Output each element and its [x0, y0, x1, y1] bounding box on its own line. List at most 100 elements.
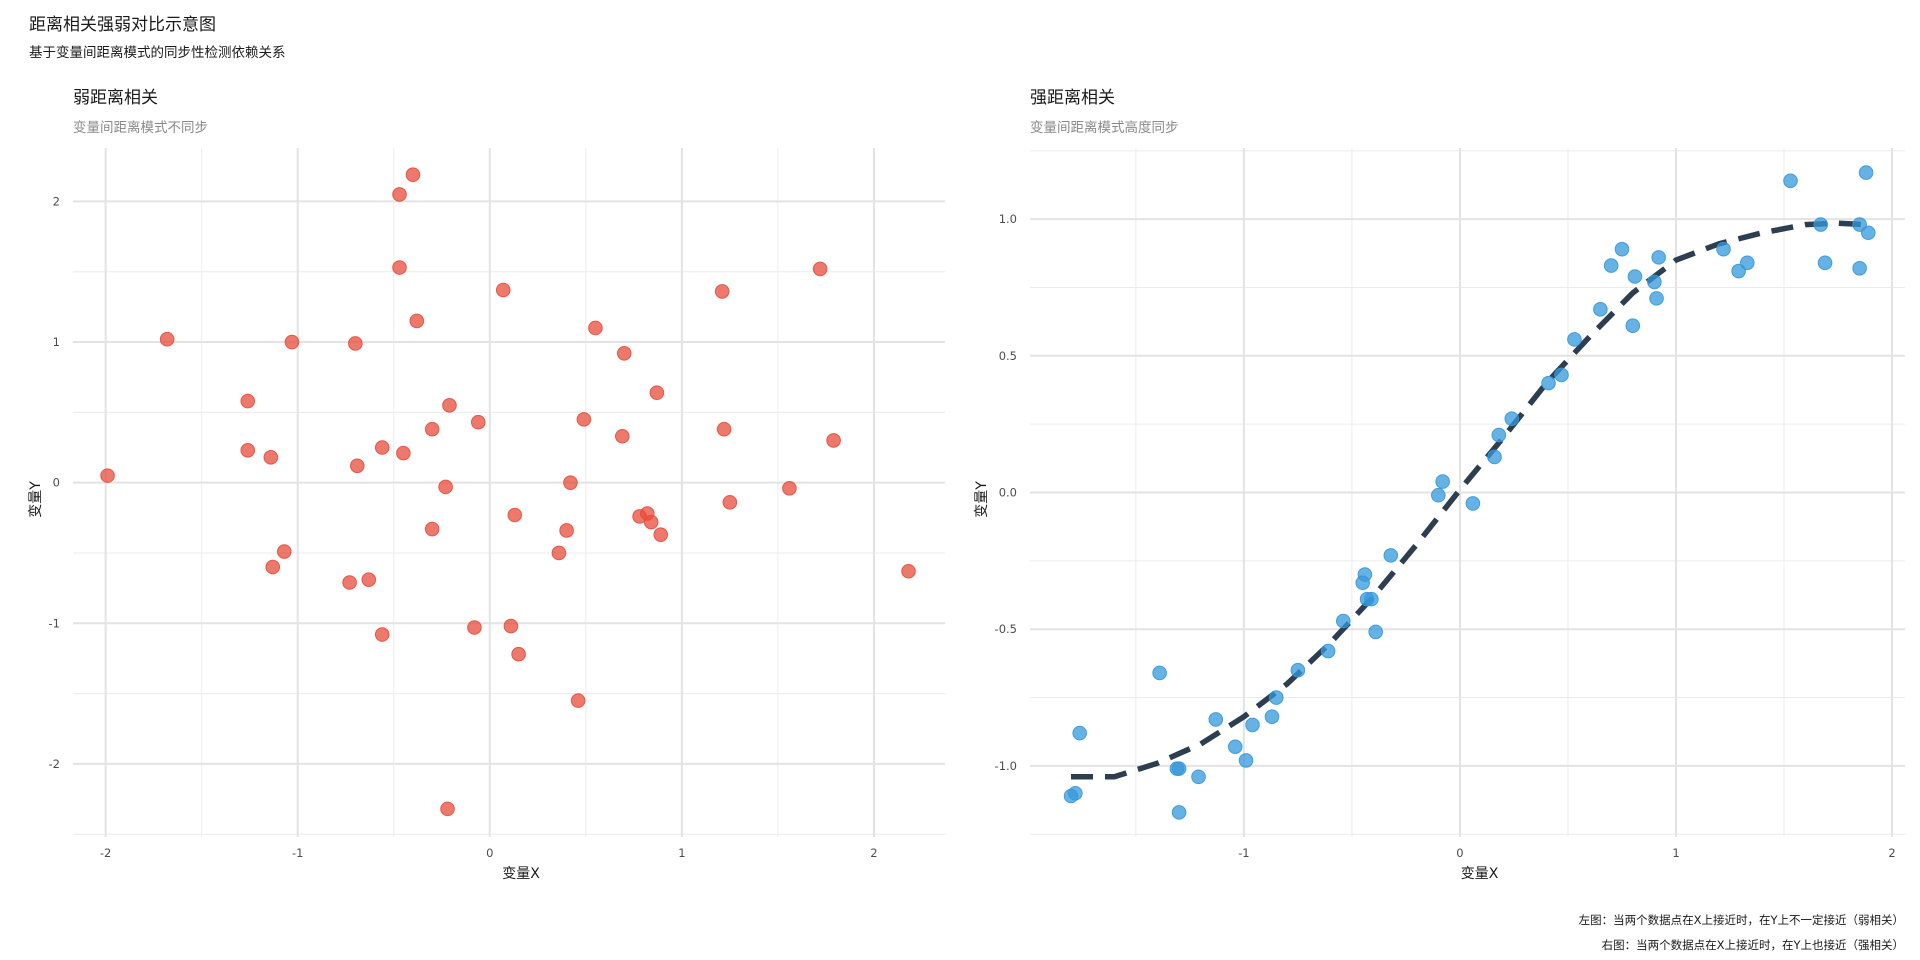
chart-subtitle: 基于变量间距离模式的同步性检测依赖关系: [29, 45, 286, 61]
right-data-point: [1245, 717, 1260, 733]
left-x-tick-label: 2: [870, 846, 877, 860]
right-data-point: [1783, 173, 1798, 189]
right-panel-subtitle: 变量间距离模式高度同步: [1030, 120, 1179, 136]
left-data-point: [159, 331, 175, 347]
right-y-tick-label: 0.5: [999, 349, 1017, 363]
right-data-point: [1264, 709, 1280, 724]
right-data-point: [1491, 427, 1507, 443]
left-data-point: [409, 313, 425, 329]
right-x-tick-label: 2: [1888, 846, 1895, 860]
right-data-point: [1227, 739, 1243, 755]
right-data-point: [1335, 613, 1351, 629]
right-x-tick-label: -1: [1238, 846, 1249, 860]
right-panel: -1 0 1 2 -1.0 -0.5 0.0 0.5 1.0 变量X 变量Y: [974, 148, 1905, 882]
left-data-point: [588, 320, 603, 336]
right-data-point: [1627, 269, 1643, 284]
left-x-axis-title: 变量X: [502, 866, 540, 882]
left-data-point: [503, 618, 519, 634]
right-data-point: [1504, 411, 1520, 426]
left-data-point: [507, 507, 523, 523]
left-x-tick-label: 0: [486, 846, 493, 860]
left-panel: -2 -1 0 1 2 -2 -1 0 1 2 变量X 变量Y: [28, 148, 945, 882]
left-data-point: [643, 514, 659, 530]
right-data-point: [1817, 255, 1833, 271]
left-data-point: [559, 523, 574, 538]
right-y-tick-label: 1.0: [999, 212, 1017, 226]
left-data-point: [240, 443, 256, 458]
right-data-point: [1647, 274, 1662, 290]
right-x-tick-label: 0: [1456, 846, 1463, 860]
fit-curve-line: [1071, 220, 1867, 780]
right-panel-title: 强距离相关: [1030, 88, 1115, 108]
left-data-point: [361, 572, 377, 587]
left-data-point: [576, 412, 592, 427]
left-y-tick-label: 1: [53, 335, 60, 349]
right-data-point: [1191, 769, 1206, 785]
caption-left: 左图：当两个数据点在X上接近时，在Y上不一定接近（弱相关）: [1578, 913, 1904, 927]
right-data-point: [1651, 250, 1667, 265]
left-panel-title: 弱距离相关: [73, 88, 158, 108]
left-data-point: [570, 693, 586, 708]
left-data-point: [722, 495, 738, 510]
left-data-point: [442, 398, 457, 413]
left-y-tick-label: 2: [53, 194, 60, 208]
left-data-point: [240, 393, 256, 409]
left-data-point: [396, 445, 411, 461]
left-x-tick-label: -1: [292, 846, 303, 860]
right-x-tick-label: 1: [1672, 846, 1679, 860]
left-data-point: [424, 521, 440, 537]
right-data-point: [1208, 712, 1224, 727]
left-data-point: [374, 440, 390, 455]
left-data-point: [424, 421, 440, 437]
left-data-point: [276, 544, 292, 559]
right-data-point: [1171, 761, 1187, 776]
left-data-point: [551, 545, 567, 561]
right-data-point: [1152, 665, 1167, 681]
right-data-point: [1860, 225, 1876, 241]
left-x-tick-label: -2: [100, 846, 111, 860]
left-data-point: [467, 620, 482, 635]
right-data-point: [1554, 367, 1569, 383]
left-data-point: [284, 334, 300, 350]
right-data-point: [1614, 241, 1630, 257]
left-data-point: [349, 458, 365, 474]
left-y-axis-title: 变量Y: [28, 481, 44, 518]
right-data-point: [1171, 805, 1187, 820]
left-data-point: [440, 801, 455, 817]
right-data-point: [1357, 567, 1373, 582]
left-data-point: [714, 284, 730, 299]
left-data-point: [616, 345, 632, 361]
right-data-point: [1268, 690, 1284, 705]
left-y-tick-label: -2: [49, 757, 60, 771]
left-data-point: [263, 450, 279, 465]
right-data-point: [1567, 332, 1582, 347]
left-data-point: [100, 468, 115, 483]
left-data-point: [716, 421, 732, 437]
left-data-point: [392, 260, 407, 275]
right-data-point: [1290, 662, 1306, 678]
left-data-point: [653, 527, 669, 542]
right-data-point: [1739, 255, 1755, 271]
left-y-tick-label: -1: [49, 616, 60, 630]
right-data-point: [1368, 624, 1383, 640]
left-data-point: [495, 282, 511, 298]
right-data-point: [1487, 449, 1502, 465]
right-data-point: [1431, 487, 1446, 503]
left-data-point: [405, 167, 421, 183]
right-data-point: [1068, 785, 1083, 801]
left-data-point: [438, 479, 453, 495]
right-data-point: [1593, 302, 1608, 317]
left-data-point: [511, 646, 526, 662]
right-data-point: [1649, 291, 1664, 306]
left-data-point: [470, 414, 486, 430]
left-panel-subtitle: 变量间距离模式不同步: [73, 120, 208, 136]
left-x-tick-label: 1: [678, 846, 685, 860]
right-data-point: [1072, 725, 1087, 741]
left-data-point: [782, 480, 797, 496]
right-data-point: [1541, 375, 1556, 391]
right-x-axis-title: 变量X: [1461, 866, 1499, 882]
right-data-point: [1383, 548, 1399, 563]
left-data-point: [374, 627, 390, 642]
left-data-point: [392, 187, 407, 202]
left-y-tick-label: 0: [53, 476, 60, 490]
